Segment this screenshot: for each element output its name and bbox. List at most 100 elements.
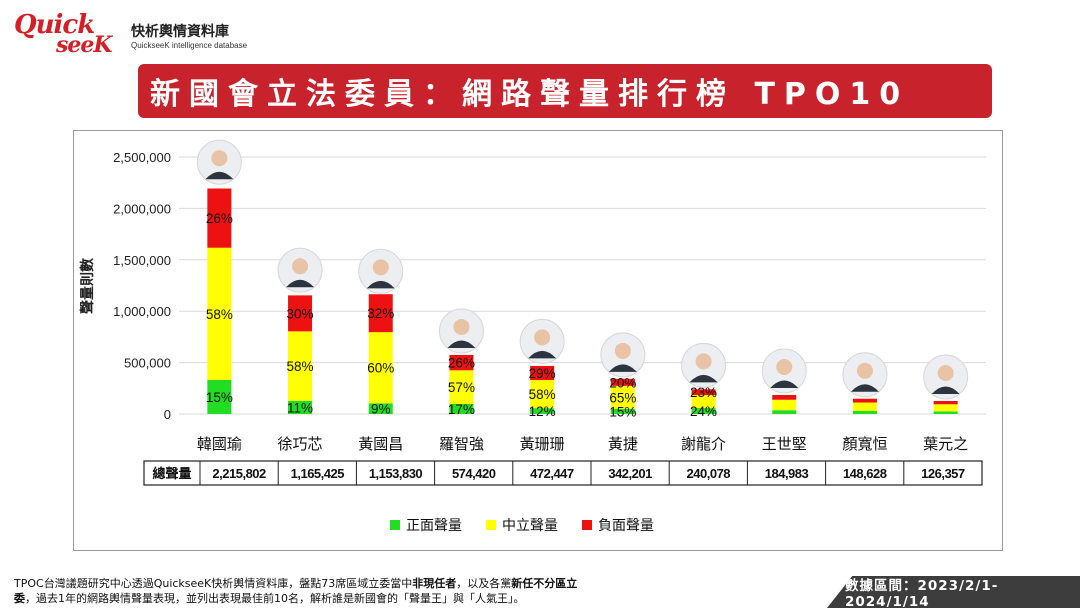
bar-segment [368,332,393,404]
x-category-label: 顏寬恒 [842,435,887,453]
footnote-bold-3: 委 [14,592,25,605]
x-category-label: 羅智強 [439,435,484,453]
data-label: 24% [690,404,717,419]
table-total-value: 342,201 [608,466,652,481]
bar-segment [207,188,232,248]
data-label: 15% [206,390,233,405]
bar-segment [610,385,635,409]
y-tick-label: 1,500,000 [113,253,171,268]
quickseek-logo: Quick seeK 快析輿情資料庫 QuickseeK intelligenc… [14,12,254,58]
stacked-bar-chart: 0 500,000 1,000,000 1,500,000 2,000,000 2,500… [79,139,986,534]
bar-segment [530,365,555,381]
avatar [923,354,969,400]
bar-segment [933,401,958,405]
bar-segment [772,394,797,400]
table-total-value: 148,628 [843,466,887,481]
y-tick-label: 2,000,000 [113,201,171,216]
table-total-value: 2,215,802 [212,466,266,481]
table-total-value: 1,153,830 [369,466,423,481]
totals-table [143,460,983,486]
page-title: 新國會立法委員：網路聲量排行榜 TPO10 [138,64,992,118]
data-label: 17% [448,402,475,417]
bar-segment [368,403,393,414]
avatar [196,139,242,185]
data-label: 11% [287,400,313,415]
data-label: 12% [529,404,556,419]
footnote-bold-1: 非現任者 [412,577,457,590]
data-label: 30% [287,306,314,321]
bar-segment [288,331,313,401]
data-label: 20% [609,375,636,390]
legend-label: 負面聲量 [598,517,654,534]
legend-swatch [582,520,592,530]
bar-segment [368,294,393,333]
bar-segment [772,410,797,414]
bar-segment [772,399,797,411]
legend-label: 正面聲量 [406,517,462,534]
data-label: 23% [690,385,717,400]
logo-mark-quick: Quick [14,10,95,40]
avatar [519,318,565,364]
data-label: 9% [371,402,391,417]
data-label: 15% [609,404,636,419]
avatar [600,332,646,378]
x-category-label: 徐巧芯 [278,435,323,453]
table-total-value: 472,447 [530,466,574,481]
data-label: 26% [206,211,233,226]
x-category-label: 黃捷 [608,435,638,453]
logo-name: 快析輿情資料庫 [131,24,229,40]
avatar [438,308,484,354]
footnote: TPOC台灣議題研究中心透過QuickseeK快析輿情資料庫，盤點73席區域立委… [14,576,654,606]
data-label: 60% [367,361,394,376]
bar-segment [288,400,313,414]
x-category-label: 葉元之 [923,435,968,453]
y-tick-label: 500,000 [124,356,171,371]
data-label: 29% [529,366,556,381]
avatar [277,247,323,293]
bar-segment [288,295,313,332]
data-label: 32% [367,306,394,321]
bar-segment [691,394,716,409]
bar-segment [449,370,474,404]
bar-segment [852,410,877,414]
bar-segment [933,404,958,412]
footnote-text-2: ，以及各黨 [456,577,512,590]
bar-segment [691,408,716,414]
x-category-label: 王世堅 [762,435,807,453]
avatar [681,342,727,388]
x-category-label: 謝龍介 [681,435,726,453]
logo-subtitle: QuickseeK intelligence database [131,41,248,50]
data-label: 65% [609,390,636,405]
avatar [842,352,888,398]
x-category-label: 韓國瑜 [197,435,242,453]
data-label: 58% [529,387,556,402]
legend-swatch [486,520,496,530]
table-total-value: 184,983 [765,466,809,481]
avatar [761,348,807,394]
table-total-value: 240,078 [687,466,731,481]
avatar [358,248,404,294]
bar-segment [852,402,877,411]
y-tick-label: 1,000,000 [113,304,171,319]
data-label: 58% [287,359,314,374]
bar-segment [610,408,635,414]
bar-segment [530,380,555,409]
footnote-bold-2: 新任不分區立 [511,577,578,590]
legend-label: 中立聲量 [502,517,558,534]
bar-segment [691,389,716,395]
bar-segment [933,411,958,414]
table-header: 總聲量 [152,466,191,482]
data-label: 58% [206,307,233,322]
chart-frame: 0 500,000 1,000,000 1,500,000 2,000,000 2,500… [73,130,1003,551]
y-tick-label: 0 [164,407,171,422]
bar-segment [530,408,555,414]
table-total-value: 574,420 [452,466,496,481]
footnote-text-1: TPOC台灣議題研究中心透過QuickseeK快析輿情資料庫，盤點73席區域立委… [14,577,413,590]
data-label: 57% [448,380,475,395]
bar-segment [852,398,877,403]
legend-swatch [390,520,400,530]
bar-segment [207,247,232,380]
x-category-label: 黃國昌 [358,435,403,453]
footnote-text-3: ，過去1年的網路輿情聲量表現，並列出表現最佳前10名，解析誰是新國會的「聲量王」… [25,592,525,605]
table-total-value: 126,357 [921,466,965,481]
